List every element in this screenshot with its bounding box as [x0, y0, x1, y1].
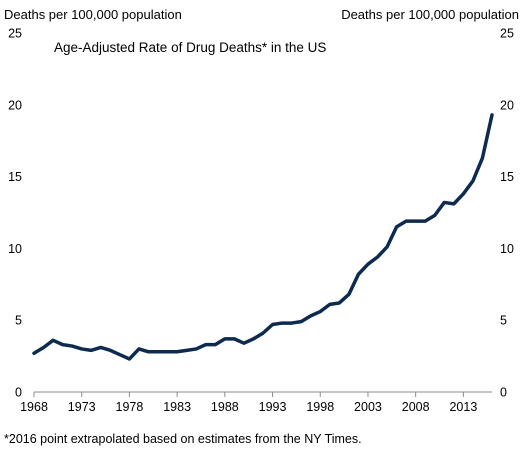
x-tick-label: 1993	[259, 400, 287, 414]
footnote: *2016 point extrapolated based on estima…	[4, 432, 362, 446]
x-tick-label: 1998	[306, 400, 334, 414]
y-tick-label-left: 5	[15, 314, 22, 328]
y-tick-label-right: 25	[500, 27, 514, 41]
right-axis-unit-label: Deaths per 100,000 population	[341, 7, 519, 22]
x-tick-label: 1988	[211, 400, 239, 414]
y-tick-label-right: 0	[500, 386, 507, 400]
x-tick-label: 2013	[449, 400, 477, 414]
y-tick-label-right: 15	[500, 170, 514, 184]
y-tick-label-left: 25	[8, 27, 22, 41]
x-tick-label: 1983	[163, 400, 191, 414]
plot-area: 0 0 5 5 10 10 15 15 20 20 25 25 1968 1973 1978 1983 1988…	[8, 27, 514, 415]
y-tick-label-right: 10	[500, 242, 514, 256]
series-line	[32, 113, 494, 361]
chart-title: Age-Adjusted Rate of Drug Deaths* in the…	[54, 40, 326, 55]
x-tick-label: 1978	[116, 400, 144, 414]
x-tick-label: 1973	[68, 400, 96, 414]
x-tick-label: 2008	[402, 400, 430, 414]
x-tick-label: 1968	[20, 400, 48, 414]
y-tick-label-left: 10	[8, 242, 22, 256]
y-tick-label-right: 5	[500, 314, 507, 328]
x-tick-label: 2003	[354, 400, 382, 414]
y-tick-label-right: 20	[500, 98, 514, 112]
y-tick-label-left: 20	[8, 98, 22, 112]
y-tick-label-left: 15	[8, 170, 22, 184]
left-axis-unit-label: Deaths per 100,000 population	[4, 7, 182, 22]
y-tick-label-left: 0	[15, 386, 22, 400]
